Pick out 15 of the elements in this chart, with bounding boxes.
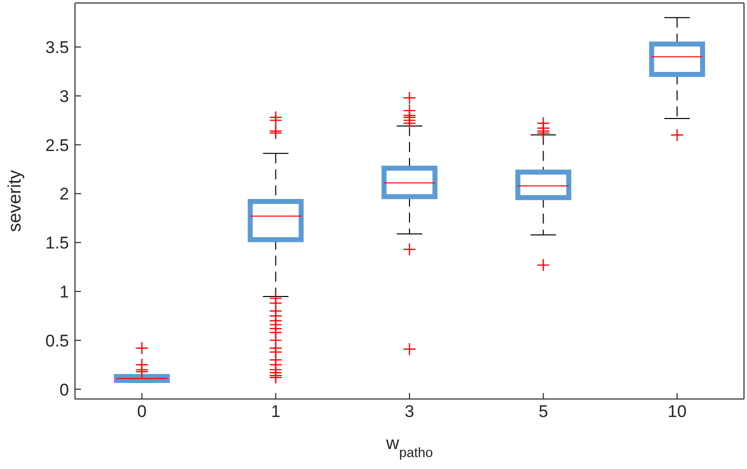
y-tick-label: 3: [60, 86, 69, 106]
y-tick-label: 3.5: [45, 38, 69, 58]
x-tick-label: 0: [137, 402, 147, 422]
y-tick-label: 0.5: [45, 331, 69, 350]
x-tick-label: 5: [538, 402, 548, 422]
y-tick-label: 0: [60, 380, 69, 400]
y-tick-label: 1: [60, 282, 69, 302]
y-axis-title: severity: [4, 170, 24, 232]
x-tick-label: 1: [270, 402, 280, 422]
y-tick-label: 1.5: [45, 234, 69, 253]
x-axis-title: w$_{patho}$: [385, 433, 433, 460]
y-tick-label: 2.5: [45, 136, 69, 155]
x-tick-label: 3: [404, 402, 414, 422]
x-tick-label: 10: [668, 402, 687, 422]
y-tick-label: 2: [60, 184, 69, 204]
